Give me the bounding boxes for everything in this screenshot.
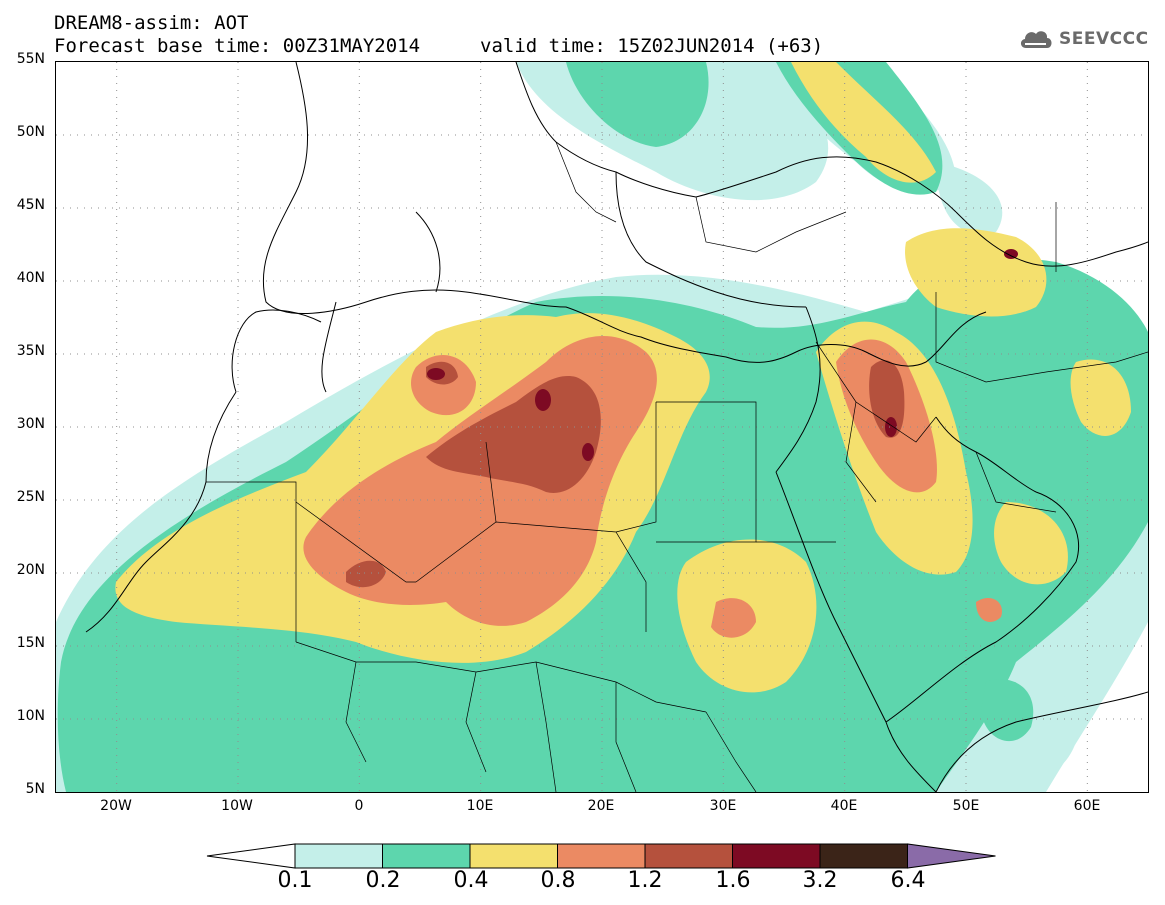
lon-label-20w: 20W: [100, 798, 132, 814]
lon-label-60e: 60E: [1073, 798, 1101, 814]
colorbar-cell: [732, 843, 821, 869]
logo-text: SEEVCCC: [1059, 29, 1149, 49]
colorbar-cell: [557, 843, 646, 869]
lon-label-30e: 30E: [709, 798, 737, 814]
lat-label-30n: 30N: [16, 416, 45, 432]
colorbar-low-arrow: [206, 843, 296, 869]
colorbar-high-arrow: [907, 843, 996, 869]
lat-label-15n: 15N: [16, 635, 45, 651]
colorbar-label-0.1: 0.1: [277, 868, 313, 893]
forecast-base-time: Forecast base time: 00Z31MAY2014: [54, 35, 421, 57]
colorbar-cell: [382, 843, 471, 869]
colorbar-cell: [294, 843, 383, 869]
graticule: [56, 62, 1148, 792]
lon-label-50e: 50E: [952, 798, 980, 814]
colorbar-cell: [469, 843, 558, 869]
colorbar-label-1.2: 1.2: [627, 868, 663, 893]
lon-label-10w: 10W: [221, 798, 253, 814]
colorbar-cell: [819, 843, 908, 869]
lat-label-10n: 10N: [16, 708, 45, 724]
coastlines: [85, 62, 1148, 792]
lat-label-55n: 55N: [16, 51, 45, 67]
map-title: DREAM8-assim: AOT: [54, 12, 249, 34]
cloud-icon: [1020, 31, 1052, 48]
lon-label-40e: 40E: [830, 798, 858, 814]
colorbar-label-0.8: 0.8: [540, 868, 576, 893]
lat-label-20n: 20N: [16, 562, 45, 578]
map-frame: [55, 61, 1149, 793]
colorbar-label-3.2: 3.2: [802, 868, 838, 893]
lat-label-35n: 35N: [16, 343, 45, 359]
lat-label-25n: 25N: [16, 489, 45, 505]
colorbar-label-0.4: 0.4: [453, 868, 489, 893]
colorbar: [206, 843, 996, 869]
valid-time: valid time: 15Z02JUN2014 (+63): [480, 35, 824, 57]
lat-label-5n: 5N: [25, 781, 45, 797]
lat-label-40n: 40N: [16, 270, 45, 286]
lon-label-0: 0: [354, 798, 364, 814]
colorbar-label-6.4: 6.4: [890, 868, 926, 893]
seevccc-logo: SEEVCCC: [1018, 26, 1149, 52]
lon-label-20e: 20E: [587, 798, 615, 814]
lat-label-45n: 45N: [16, 197, 45, 213]
colorbar-label-0.2: 0.2: [365, 868, 401, 893]
colorbar-label-1.6: 1.6: [715, 868, 751, 893]
country-borders: [206, 141, 1148, 792]
aot-level-1.6: [427, 249, 1018, 461]
lon-label-10e: 10E: [466, 798, 494, 814]
lat-label-50n: 50N: [16, 124, 45, 140]
colorbar-cell: [644, 843, 733, 869]
aot-map: [56, 62, 1148, 792]
